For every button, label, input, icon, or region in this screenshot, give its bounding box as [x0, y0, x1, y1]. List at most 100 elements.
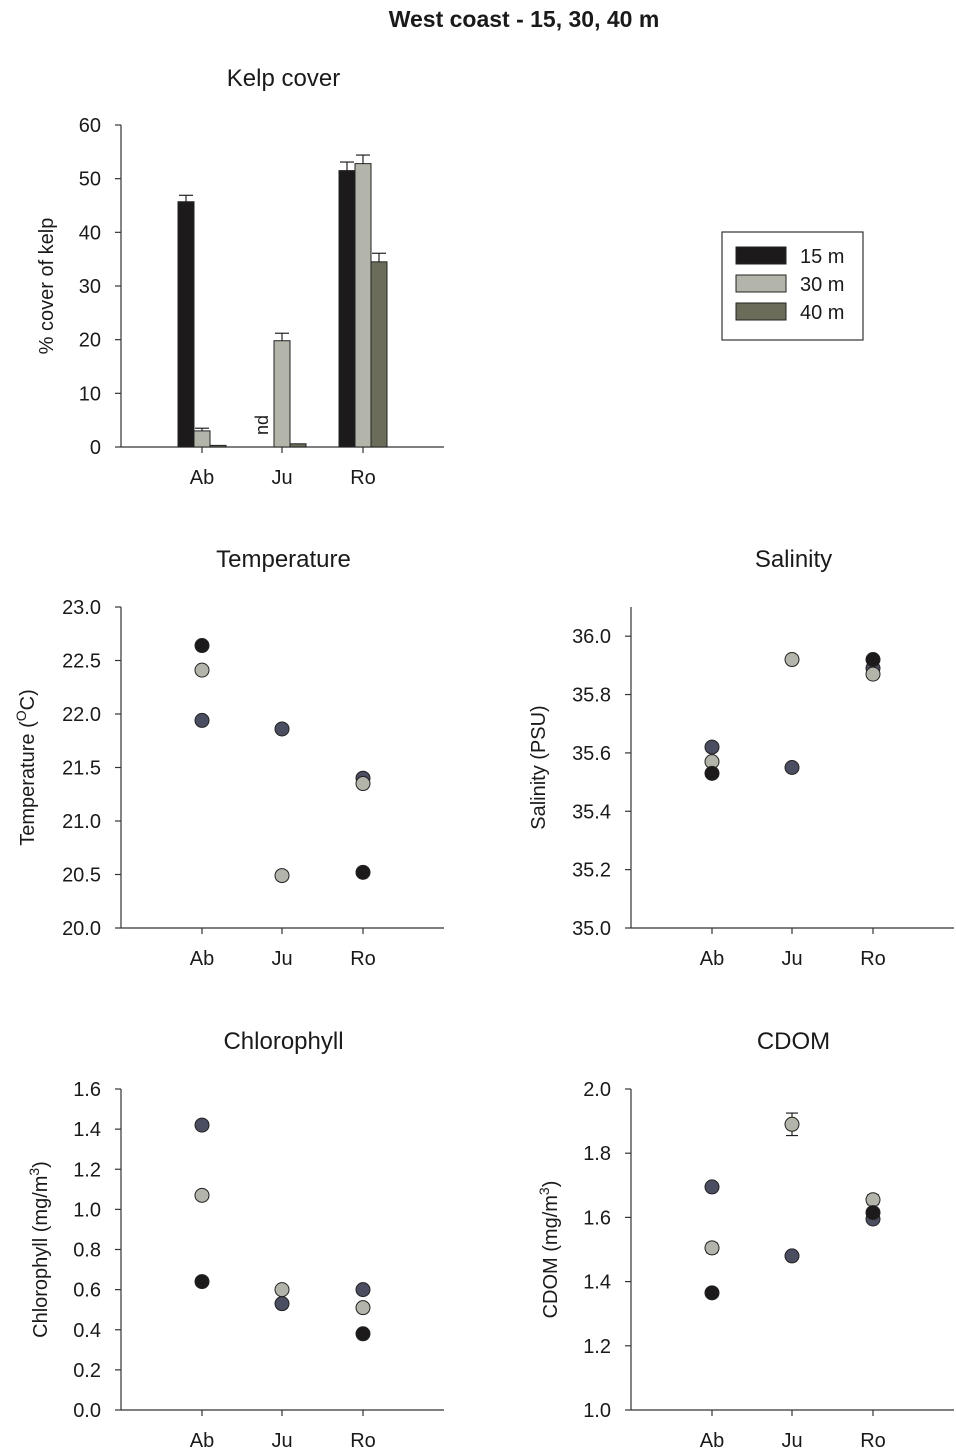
- y-tick-label: 0.6: [73, 1280, 101, 1302]
- x-tick-label: Ab: [700, 1430, 724, 1452]
- point-40m-Ab: [704, 1179, 720, 1195]
- legend-label: 15 m: [800, 246, 844, 268]
- figure-title: West coast - 15, 30, 40 m: [389, 6, 660, 32]
- annotation-nd: nd: [252, 415, 272, 435]
- point-40m-Ju: [274, 1296, 290, 1312]
- y-tick-label: 23.0: [62, 597, 101, 619]
- point-15m-Ro: [355, 1326, 371, 1342]
- y-tick-label: 1.8: [583, 1143, 611, 1165]
- y-axis-label: Temperature (OC): [13, 689, 39, 846]
- chart-salinity: Salinity 35.0 35.2 35.4 35.6 35.8 36.0 Ab Ju Ro Sa…: [528, 546, 954, 970]
- y-tick-label: 35.4: [572, 801, 611, 823]
- bar-15m-Ab: [177, 201, 195, 448]
- point-40m-Ab: [704, 739, 720, 755]
- point-40m-Ro: [355, 1282, 371, 1298]
- y-tick-label: 2.0: [583, 1079, 611, 1101]
- y-tick-label: 36.0: [572, 626, 611, 648]
- point-15m-Ab: [704, 765, 720, 781]
- point-40m-Ju: [784, 1248, 800, 1264]
- y-tick-label: 20: [79, 330, 101, 352]
- bar-40m-Ju: [289, 443, 307, 448]
- point-30m-Ju: [784, 1116, 800, 1132]
- y-axis-label-part: ): [30, 1161, 52, 1168]
- bar-15m-Ro: [338, 170, 356, 448]
- bar-40m-Ab: [209, 444, 227, 448]
- y-tick-label: 0.8: [73, 1240, 101, 1262]
- y-tick-label: 1.2: [583, 1336, 611, 1358]
- chart-chlorophyll: Chlorophyll 0.0 0.2 0.4 0.6 0.8 1.0 1.2 1.4 1.6 Ab…: [26, 1028, 444, 1452]
- x-tick-label: Ro: [860, 1430, 886, 1452]
- point-40m-Ab: [194, 1117, 210, 1133]
- point-40m-Ju: [784, 760, 800, 775]
- y-axis-label-part: CDOM (mg/m: [540, 1195, 562, 1318]
- x-tick-label: Ro: [350, 1430, 376, 1452]
- point-15m-Ab: [704, 1285, 720, 1301]
- point-30m-Ro: [865, 1192, 881, 1208]
- x-tick-label: Ju: [271, 948, 292, 970]
- x-tick-label: Ju: [271, 1430, 292, 1452]
- y-axis-label-superscript: O: [13, 710, 29, 721]
- y-tick-label: 60: [79, 115, 101, 137]
- x-tick-label: Ju: [781, 948, 802, 970]
- y-tick-label: 22.0: [62, 704, 101, 726]
- point-30m-Ab: [704, 1240, 720, 1256]
- legend-label: 30 m: [800, 274, 844, 296]
- x-tick-label: Ju: [271, 467, 292, 489]
- y-axis-label-superscript: 3: [26, 1168, 42, 1176]
- y-tick-label: 22.5: [62, 651, 101, 673]
- legend-swatch-15m: [735, 246, 787, 265]
- chart-title: CDOM: [757, 1028, 830, 1055]
- y-tick-label: 35.2: [572, 860, 611, 882]
- chart-kelp-cover: Kelp cover 0 10 20 30 40 50 60 Ab Ju Ro % cover of …: [36, 65, 864, 489]
- y-tick-label: 35.8: [572, 685, 611, 707]
- y-tick-label: 40: [79, 222, 101, 244]
- chart-cdom: CDOM 1.0 1.2 1.4 1.6 1.8 2.0 Ab Ju Ro CDOM (mg/m3): [536, 1028, 954, 1452]
- x-tick-label: Ab: [190, 1430, 214, 1452]
- y-tick-label: 1.6: [73, 1079, 101, 1101]
- y-tick-label: 50: [79, 169, 101, 191]
- y-tick-label: 21.5: [62, 758, 101, 780]
- chart-title: Salinity: [755, 546, 832, 573]
- point-40m-Ju: [274, 721, 290, 737]
- point-30m-Ro: [355, 1300, 371, 1316]
- y-axis-label: CDOM (mg/m3): [536, 1181, 562, 1319]
- point-15m-Ro: [355, 864, 371, 880]
- y-tick-label: 0.0: [73, 1400, 101, 1422]
- point-15m-Ab: [194, 1274, 210, 1290]
- point-40m-Ab: [194, 712, 210, 728]
- y-axis-label: Salinity (PSU): [528, 705, 550, 829]
- legend: 15 m 30 m 40 m: [721, 231, 864, 341]
- y-tick-label: 10: [79, 383, 101, 405]
- y-tick-label: 1.2: [73, 1159, 101, 1181]
- y-tick-label: 1.0: [73, 1199, 101, 1221]
- x-tick-label: Ro: [860, 948, 886, 970]
- y-tick-label: 1.4: [73, 1119, 101, 1141]
- point-30m-Ab: [194, 1187, 210, 1203]
- x-tick-label: Ab: [190, 467, 214, 489]
- y-axis-label: % cover of kelp: [36, 218, 58, 355]
- y-tick-label: 1.0: [583, 1400, 611, 1422]
- y-axis-label-superscript: 3: [536, 1187, 552, 1195]
- bar-30m-Ro: [354, 163, 372, 448]
- point-30m-Ro: [355, 776, 371, 792]
- point-15m-Ro: [865, 1205, 881, 1221]
- bar-40m-Ro: [370, 261, 388, 448]
- point-30m-Ro: [865, 666, 881, 682]
- chart-title: Chlorophyll: [223, 1028, 343, 1055]
- x-tick-label: Ab: [700, 948, 724, 970]
- y-tick-label: 1.6: [583, 1207, 611, 1229]
- y-tick-label: 20.5: [62, 865, 101, 887]
- point-30m-Ab: [194, 662, 210, 678]
- chart-temperature: Temperature 20.0 20.5 21.0 21.5 22.0 22.5 23.0 A…: [13, 546, 444, 970]
- chart-title: Temperature: [216, 546, 351, 573]
- point-30m-Ju: [784, 652, 800, 668]
- y-axis-label-part: ): [540, 1181, 562, 1188]
- legend-swatch-30m: [735, 274, 787, 293]
- point-15m-Ro: [865, 652, 881, 668]
- legend-label: 40 m: [800, 302, 844, 324]
- point-30m-Ju: [274, 868, 290, 884]
- y-tick-label: 0.4: [73, 1320, 101, 1342]
- y-tick-label: 35.0: [572, 918, 611, 940]
- legend-swatch-40m: [735, 302, 787, 321]
- y-axis-label-part: C): [17, 689, 39, 710]
